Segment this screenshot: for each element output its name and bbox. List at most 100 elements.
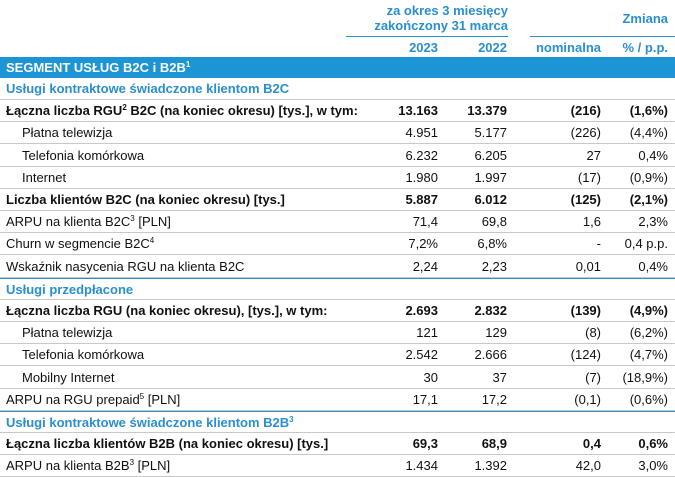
table-row: ARPU na RGU prepaid5 [PLN] 17,1 17,2 (0,1) (… — [0, 389, 675, 411]
footnote: 3 — [130, 214, 135, 224]
table-row: Łączna liczba klientów B2B (na koniec ok… — [0, 433, 675, 456]
cell-value: (226) — [570, 125, 601, 141]
cell-value: (2,1%) — [629, 192, 668, 207]
table-row: Usługi przedpłacone — [0, 277, 675, 300]
cell-value: (7) — [585, 369, 601, 385]
cell-value: (1,6%) — [629, 103, 668, 119]
label-text: Łączna liczba RGU (na koniec okresu), [t… — [6, 303, 328, 318]
row-label: Usługi kontraktowe świadczone klientom B… — [6, 415, 294, 430]
cell-value: 13.379 — [467, 103, 507, 119]
cell-value: 42,0 — [575, 458, 601, 474]
row-label: Internet — [22, 170, 66, 185]
change-rule — [530, 36, 675, 37]
cell-value: 1,6 — [582, 214, 601, 230]
cell-value: 2,24 — [412, 258, 438, 274]
period-rule — [346, 36, 508, 37]
table-row: Łączna liczba RGU2 B2C (na koniec okresu… — [0, 100, 675, 123]
cell-value: (0,9%) — [629, 169, 668, 185]
cell-value: 0,01 — [575, 258, 601, 274]
row-label: Liczba klientów B2C (na koniec okresu) [… — [6, 192, 285, 207]
cell-value: (4,7%) — [629, 347, 668, 363]
row-label: Usługi kontraktowe świadczone klientom B… — [6, 81, 289, 96]
table-row: Telefonia komórkowa 2.542 2.666 (124) (4,7%) — [0, 344, 675, 367]
cell-value: 1.997 — [474, 169, 507, 185]
label-text: Wskaźnik nasycenia RGU na klienta B2C — [6, 258, 245, 274]
cell-value: 0,4% — [638, 258, 668, 274]
segment-label: SEGMENT USŁUG B2C i B2B — [6, 60, 186, 75]
label-text: ARPU na RGU prepaid — [6, 391, 140, 407]
cell-value: (8) — [585, 325, 601, 341]
label-text: Łączna liczba RGU — [6, 103, 123, 119]
cell-value: 27 — [586, 147, 601, 163]
table-row: Płatna telewizja 4.951 5.177 (226) (4,4%) — [0, 122, 675, 145]
cell-value: 6.012 — [474, 192, 507, 207]
row-label: Łączna liczba RGU2 B2C (na koniec okresu… — [6, 103, 358, 118]
cell-value: 0,4 — [582, 436, 601, 452]
label-text: Internet — [22, 169, 67, 185]
footnote: 4 — [149, 236, 155, 246]
cell-value: 1.434 — [405, 458, 438, 474]
cell-value: 30 — [423, 369, 438, 385]
cell-value: 3,0% — [638, 458, 668, 474]
segment-title: SEGMENT USŁUG B2C i B2B1 — [6, 60, 190, 75]
label-text: Łączna liczba klientów B2B (na koniec ok… — [6, 436, 329, 452]
row-label: Telefonia komórkowa — [22, 148, 144, 163]
row-label: Telefonia komórkowa — [22, 347, 144, 362]
cell-value: 0,4 p.p. — [624, 236, 668, 252]
label-text: ARPU na klienta B2C — [6, 214, 131, 230]
cell-value: 7,2% — [408, 236, 438, 252]
cell-value: 17,1 — [412, 391, 438, 407]
cell-value: 121 — [416, 325, 438, 341]
table-row: Płatna telewizja 121 129 (8) (6,2%) — [0, 322, 675, 345]
cell-value: 4.951 — [405, 125, 438, 141]
footnote: 5 — [139, 391, 145, 401]
period-line: za okres 3 miesięcy — [386, 3, 508, 18]
label-text: ARPU na klienta B2B — [6, 458, 130, 474]
label-text: Usługi kontraktowe świadczone klientom B… — [6, 81, 290, 96]
table-row: Churn w segmencie B2C4 7,2% 6,8% - 0,4 p.p. — [0, 233, 675, 256]
table-row: Usługi kontraktowe świadczone klientom B… — [0, 78, 675, 100]
label-text: B2C (na koniec okresu) [tys.], w tym: — [126, 103, 358, 119]
cell-value: 6,8% — [477, 236, 507, 252]
table-row: Usługi kontraktowe świadczone klientom B… — [0, 411, 675, 433]
table-row: Łączna liczba RGU (na koniec okresu), [t… — [0, 300, 675, 322]
table-row: ARPU na klienta B2C3 [PLN] 71,4 69,8 1,6 2,3… — [0, 211, 675, 234]
label-text: Telefonia komórkowa — [22, 147, 145, 163]
cell-value: 0,6% — [638, 436, 668, 452]
footnote: 3 — [129, 458, 135, 468]
cell-value: 1.392 — [474, 458, 507, 474]
cell-value: 13.163 — [398, 103, 438, 119]
cell-value: (17) — [577, 169, 601, 185]
table-row: Telefonia komórkowa 6.232 6.205 27 0,4% — [0, 145, 675, 167]
cell-value: 2.542 — [405, 347, 438, 363]
label-text: Telefonia komórkowa — [22, 347, 145, 363]
row-label: Wskaźnik nasycenia RGU na klienta B2C — [6, 259, 244, 274]
change-header: Zmiana — [622, 11, 668, 26]
cell-value: 5.177 — [474, 125, 507, 141]
cell-value: (139) — [570, 303, 601, 318]
label-text: Płatna telewizja — [22, 325, 113, 341]
label-text: [PLN] — [134, 214, 171, 230]
cell-value: 2,3% — [638, 214, 668, 230]
cell-value: (125) — [570, 192, 601, 207]
row-label: Płatna telewizja — [22, 125, 112, 140]
cell-value: 2.832 — [474, 303, 507, 318]
cell-value: 69,8 — [481, 214, 507, 230]
label-text: Płatna telewizja — [22, 125, 113, 141]
footnote: 1 — [185, 60, 191, 69]
row-label: Mobilny Internet — [22, 370, 115, 385]
row-label: Łączna liczba klientów B2B (na koniec ok… — [6, 436, 328, 451]
cell-value: 69,3 — [412, 436, 438, 452]
table-row: ARPU na klienta B2B3 [PLN] 1.434 1.392 42,0… — [0, 455, 675, 477]
table-row: Internet 1.980 1.997 (17) (0,9%) — [0, 167, 675, 189]
cell-value: 37 — [492, 369, 507, 385]
label-text: [PLN] — [134, 458, 171, 474]
period-header: za okres 3 miesięcy zakończony 31 marca — [330, 3, 508, 33]
cell-value: 129 — [485, 325, 507, 341]
cell-value: (18,9%) — [622, 369, 668, 385]
row-label: ARPU na RGU prepaid5 [PLN] — [6, 392, 180, 407]
cell-value: 2.666 — [474, 347, 507, 363]
cell-value: 5.887 — [405, 192, 438, 207]
cell-value: (124) — [570, 347, 601, 363]
row-label: Usługi przedpłacone — [6, 282, 133, 297]
